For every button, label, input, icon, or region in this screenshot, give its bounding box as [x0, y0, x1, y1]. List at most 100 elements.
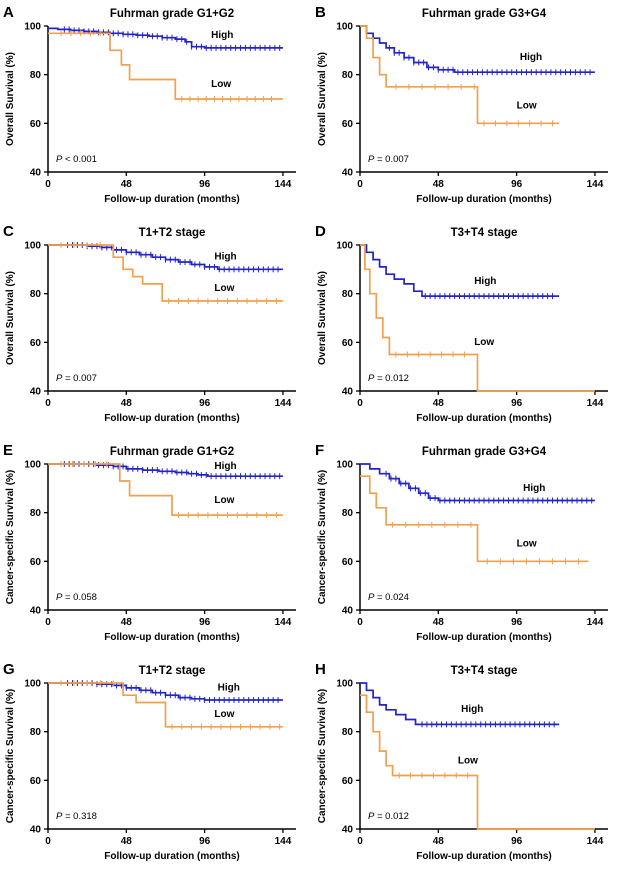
survival-plot-c: C T1+T2 stage 40 60 80 100 0 48 96 144 Follow-up…	[3, 223, 296, 424]
y-axis-label: Cancer-specific Survival (%)	[5, 689, 16, 824]
high-censor-marks	[388, 44, 591, 76]
panel-title: Fuhrman grade G3+G4	[422, 446, 547, 458]
km-panel-h: H T3+T4 stage 40 60 80 100 0 48 96 144 Follow-up…	[312, 657, 624, 875]
high-group-label: High	[211, 30, 233, 41]
low-group-label: Low	[214, 709, 234, 720]
y-tick-label: 40	[30, 387, 42, 398]
x-axis-label: Follow-up duration (months)	[104, 413, 240, 424]
panel-title: T3+T4 stage	[451, 665, 518, 677]
x-tick-label: 48	[433, 836, 445, 847]
x-tick-label: 0	[45, 179, 51, 190]
x-tick-label: 96	[199, 617, 211, 628]
p-value: P = 0.007	[56, 373, 97, 384]
y-tick-label: 100	[336, 679, 353, 690]
km-panel-e: E Fuhrman grade G1+G2 40 60 80 100 0 48 96 144 F…	[0, 438, 312, 656]
x-tick-label: 144	[275, 179, 292, 190]
y-tick-label: 40	[30, 825, 42, 836]
x-tick-label: 144	[275, 836, 292, 847]
x-tick-label: 0	[45, 617, 51, 628]
y-tick-label: 40	[342, 825, 354, 836]
y-tick-label: 80	[30, 508, 42, 519]
low-curve	[360, 694, 595, 830]
high-curve	[360, 682, 560, 726]
x-tick-label: 0	[357, 179, 363, 190]
low-curve	[360, 244, 595, 392]
high-censor-marks	[67, 680, 279, 704]
x-tick-label: 96	[199, 836, 211, 847]
survival-plot-b: B Fuhrman grade G3+G4 40 60 80 100 0 48 96 144 F…	[315, 4, 608, 205]
high-censor-marks	[421, 721, 555, 728]
y-tick-label: 80	[30, 289, 42, 300]
low-group-label: Low	[474, 337, 494, 348]
p-value: P = 0.012	[368, 811, 409, 822]
x-axis-label: Follow-up duration (months)	[104, 851, 240, 862]
panel-letter: E	[3, 442, 13, 459]
panel-title: T1+T2 stage	[139, 227, 206, 239]
high-group-label: High	[214, 461, 236, 472]
panel-letter: B	[315, 4, 326, 21]
low-censor-marks	[392, 521, 580, 565]
plot-area: 40 60 80 100 0 48 96 144 Follow-up duration (mon…	[317, 460, 608, 643]
x-tick-label: 144	[587, 617, 604, 628]
x-tick-label: 0	[357, 398, 363, 409]
km-panel-b: B Fuhrman grade G3+G4 40 60 80 100 0 48 96 144 F…	[312, 0, 624, 218]
high-group-label: High	[214, 252, 236, 263]
panel-letter: D	[315, 223, 326, 240]
p-value: P = 0.318	[56, 811, 97, 822]
panel-title: Fuhrman grade G1+G2	[110, 8, 234, 20]
low-censor-marks	[395, 351, 465, 358]
y-tick-label: 100	[336, 22, 353, 33]
y-tick-label: 100	[336, 241, 353, 252]
y-axis-label: Overall Survival (%)	[5, 271, 16, 365]
panel-letter: F	[315, 442, 324, 459]
y-tick-label: 80	[342, 70, 354, 81]
low-group-label: Low	[458, 755, 478, 766]
km-panel-d: D T3+T4 stage 40 60 80 100 0 48 96 144 Follow-up…	[312, 219, 624, 437]
x-axis-label: Follow-up duration (months)	[416, 851, 552, 862]
high-censor-marks	[63, 461, 281, 480]
high-censor-marks	[424, 293, 554, 300]
plot-area: 40 60 80 100 0 48 96 144 Follow-up duration (mon…	[317, 241, 608, 424]
x-tick-label: 48	[121, 179, 133, 190]
x-axis-label: Follow-up duration (months)	[416, 632, 552, 643]
y-tick-label: 60	[342, 338, 354, 349]
y-tick-label: 40	[30, 168, 42, 179]
p-value: P = 0.024	[368, 592, 409, 603]
y-axis-label: Overall Survival (%)	[317, 271, 328, 365]
survival-plot-f: F Fuhrman grade G3+G4 40 60 80 100 0 48 96 144 F…	[315, 442, 608, 643]
p-value: P < 0.001	[56, 154, 97, 165]
high-group-label: High	[461, 704, 483, 715]
x-tick-label: 0	[45, 398, 51, 409]
y-tick-label: 80	[30, 727, 42, 738]
km-panel-f: F Fuhrman grade G3+G4 40 60 80 100 0 48 96 144 F…	[312, 438, 624, 656]
low-curve	[360, 25, 560, 125]
x-tick-label: 48	[433, 179, 445, 190]
y-tick-label: 40	[342, 387, 354, 398]
y-tick-label: 100	[24, 679, 41, 690]
low-curve	[48, 32, 283, 100]
x-tick-label: 96	[511, 398, 523, 409]
y-axis-label: Cancer-specific Survival (%)	[317, 470, 328, 605]
x-tick-label: 144	[275, 398, 292, 409]
low-curve	[360, 475, 589, 563]
y-tick-label: 60	[342, 119, 354, 130]
p-value: P = 0.012	[368, 373, 409, 384]
high-censor-marks	[385, 470, 593, 504]
high-curve	[48, 27, 283, 49]
x-tick-label: 0	[45, 836, 51, 847]
y-tick-label: 80	[342, 508, 354, 519]
low-curve	[48, 244, 283, 302]
plot-area: 40 60 80 100 0 48 96 144 Follow-up duration (mon…	[5, 241, 296, 424]
panel-letter: A	[3, 4, 14, 21]
y-tick-label: 40	[342, 168, 354, 179]
y-tick-label: 100	[24, 460, 41, 471]
high-curve	[360, 463, 595, 502]
low-group-label: Low	[517, 101, 537, 112]
high-group-label: High	[520, 52, 542, 63]
x-tick-label: 48	[433, 398, 445, 409]
low-censor-marks	[60, 242, 277, 304]
high-group-label: High	[474, 276, 496, 287]
x-tick-label: 96	[199, 179, 211, 190]
y-axis-label: Cancer-specific Survival (%)	[5, 470, 16, 605]
